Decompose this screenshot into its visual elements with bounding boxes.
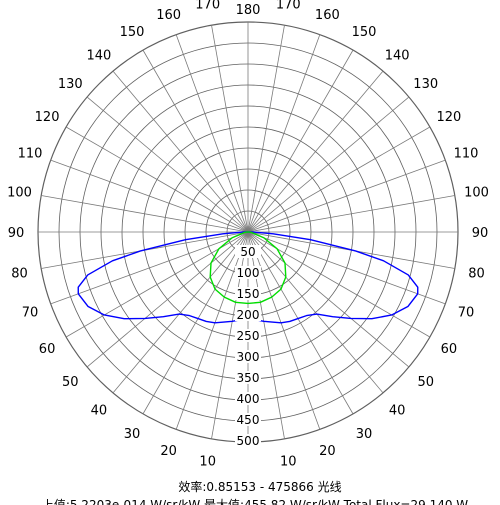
footer-efficiency: 效率:0.85153 - 475866 光线 (178, 479, 341, 494)
angle-tick-label: 40 (91, 404, 108, 419)
grid-spoke (50, 231, 249, 305)
angle-tick-label: 170 (276, 0, 301, 13)
angle-tick-label: 110 (454, 147, 479, 162)
grid-spoke (247, 195, 455, 233)
grid-spoke (247, 231, 446, 305)
angle-tick-label: 70 (458, 305, 475, 320)
radial-tick-label-bg (235, 350, 261, 363)
grid-spoke (211, 25, 249, 233)
radial-tick-label-bg (235, 245, 261, 258)
grid-spoke (41, 195, 249, 233)
angle-tick-label: 130 (58, 77, 83, 92)
angle-tick-labels: 1801701601501401301201101009080706050403… (7, 0, 489, 469)
angle-tick-label: 60 (441, 342, 458, 357)
angle-tick-label: 160 (315, 8, 340, 23)
radial-tick-label-bg (235, 371, 261, 384)
radial-tick-labels: 50 100 150 200 250 300 350 400 450 500 (235, 245, 261, 448)
radial-tick-label-bg (235, 392, 261, 405)
angle-tick-label: 20 (319, 444, 336, 459)
angle-tick-label: 70 (22, 305, 39, 320)
angle-tick-label: 90 (8, 226, 25, 241)
radial-tick-label-bg (235, 287, 261, 300)
angle-tick-label: 170 (195, 0, 220, 13)
radial-tick-label: 500 (237, 434, 260, 448)
grid-spoke (65, 126, 249, 233)
radial-tick-label: 100 (237, 266, 260, 280)
angle-tick-label: 50 (62, 375, 79, 390)
grid-spoke (247, 96, 410, 233)
angle-tick-label: 150 (120, 25, 145, 40)
grid-spoke (112, 231, 249, 394)
radial-tick-label-bg (235, 413, 261, 426)
angle-tick-label: 120 (437, 110, 462, 125)
grid-spoke (247, 231, 354, 415)
angle-tick-label: 80 (468, 266, 485, 281)
radial-tick-label: 150 (237, 287, 260, 301)
grid-spoke (247, 49, 354, 233)
angle-tick-label: 160 (156, 8, 181, 23)
angle-tick-label: 20 (160, 444, 177, 459)
radial-tick-label-bg (235, 434, 261, 447)
angle-tick-label: 100 (7, 186, 32, 201)
grid-spoke (247, 231, 431, 338)
grid-spoke (142, 231, 249, 415)
angle-tick-label: 50 (417, 375, 434, 390)
grid-spoke (247, 34, 321, 233)
radial-tick-label-bg (235, 329, 261, 342)
angle-tick-label: 40 (389, 404, 406, 419)
radial-tick-label: 50 (240, 245, 255, 259)
angle-tick-label: 110 (18, 147, 43, 162)
angle-tick-label: 120 (35, 110, 60, 125)
radial-tick-label: 250 (237, 329, 260, 343)
angle-tick-label: 180 (236, 3, 261, 18)
angle-tick-label: 140 (385, 48, 410, 63)
grid-spoke (247, 70, 384, 233)
footer-flux-info: 上值:5.2203e-014 W/sr/kW 最大值:455.82 W/sr/k… (42, 497, 468, 505)
radial-tick-label-bg (235, 308, 261, 321)
grid-spoke (86, 96, 249, 233)
grid-spoke (247, 126, 431, 233)
angle-tick-label: 100 (464, 186, 489, 201)
angle-tick-label: 90 (472, 226, 489, 241)
radial-tick-label: 450 (237, 413, 260, 427)
grid-spoke (247, 159, 446, 233)
grid-spoke (175, 231, 249, 430)
angle-tick-label: 10 (280, 454, 297, 469)
radial-tick-label: 400 (237, 392, 260, 406)
angle-tick-label: 130 (413, 77, 438, 92)
grid-spoke (247, 231, 384, 394)
angle-tick-label: 10 (199, 454, 216, 469)
angle-tick-label: 80 (11, 266, 28, 281)
grid-spoke (247, 25, 285, 233)
angle-tick-label: 30 (356, 427, 373, 442)
grid-spoke (247, 231, 321, 430)
grid-spoke (65, 231, 249, 338)
intensity-curves (77, 231, 419, 324)
grid-spoke (112, 70, 249, 233)
radial-tick-label-bg (235, 266, 261, 279)
angle-tick-label: 60 (39, 342, 56, 357)
grid-spoke (86, 231, 249, 368)
grid-spoke (50, 159, 249, 233)
angle-tick-label: 30 (124, 427, 141, 442)
radial-tick-label: 350 (237, 371, 260, 385)
angle-tick-label: 150 (352, 25, 377, 40)
intensity-curve-2 (209, 231, 287, 305)
grid-spoke (175, 34, 249, 233)
radial-tick-label: 200 (237, 308, 260, 322)
grid-spoke (247, 231, 410, 368)
grid-spoke (142, 49, 249, 233)
angle-tick-label: 140 (86, 48, 111, 63)
radial-tick-label: 300 (237, 350, 260, 364)
